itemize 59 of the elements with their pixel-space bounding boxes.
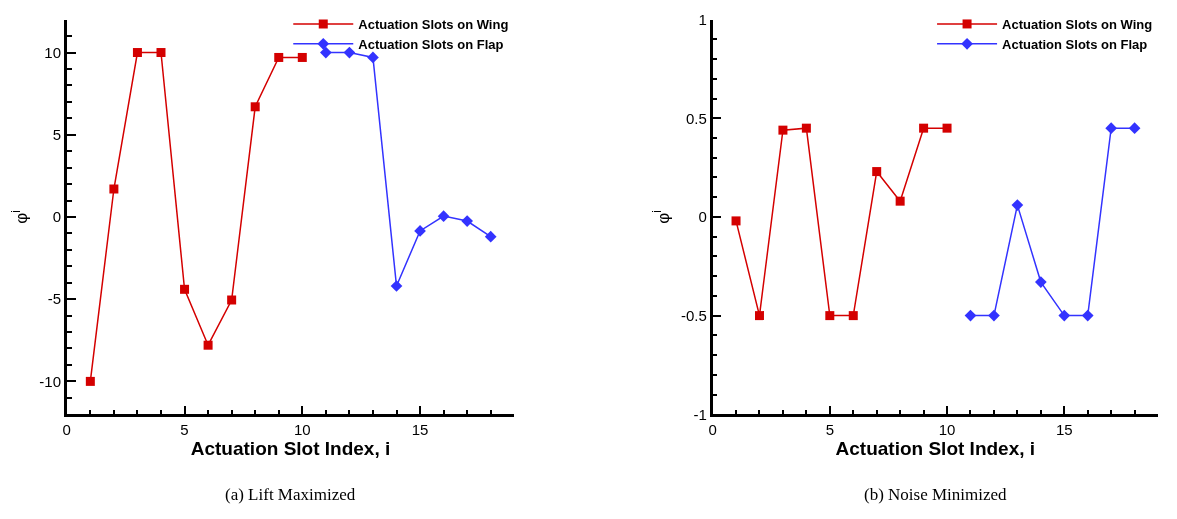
y-tick-label: 5 [52, 125, 62, 143]
y-tick-label: 10 [44, 43, 62, 61]
y-tick-label: 1 [698, 10, 707, 28]
point [250, 102, 260, 112]
point [367, 51, 379, 64]
point [942, 123, 952, 133]
point [274, 52, 284, 62]
legend-label: Actuation Slots on Flap [358, 36, 504, 52]
point [484, 230, 497, 243]
y-tick-label: -5 [47, 290, 62, 308]
point [1058, 309, 1071, 322]
x-axis-title: Actuation Slot Index, i [835, 438, 1036, 460]
x-axis-title: Actuation Slot Index, i [190, 438, 391, 460]
point [872, 167, 882, 177]
point [1081, 309, 1094, 322]
point [919, 123, 929, 133]
legend-label: Actuation Slots on Wing [358, 17, 509, 33]
point [461, 215, 474, 227]
point [320, 46, 332, 59]
y-tick-label: 0.5 [685, 109, 707, 127]
x-tick-label: 5 [180, 421, 189, 439]
point [180, 284, 190, 294]
y-tick-label: 0 [698, 208, 707, 226]
point [1011, 199, 1024, 211]
point [825, 311, 835, 321]
point [437, 210, 450, 222]
point [132, 48, 142, 58]
legend-label: Actuation Slots on Wing [1002, 17, 1153, 33]
point [988, 309, 1000, 322]
y-tick-label: -10 [39, 372, 62, 390]
point [964, 309, 977, 322]
point [801, 123, 811, 133]
text: (a) Lift Maximized [225, 485, 356, 504]
point [297, 52, 307, 62]
legend-label: Actuation Slots on Flap [1002, 36, 1148, 52]
text: (b) Noise Minimized [864, 485, 1008, 504]
point [731, 216, 741, 226]
point [227, 295, 237, 305]
x-tick-label: 5 [825, 421, 834, 439]
point [203, 340, 213, 350]
point [156, 48, 166, 58]
x-tick-label: 15 [411, 421, 429, 439]
x-tick-label: 10 [938, 421, 956, 439]
point [1105, 122, 1118, 135]
point [895, 196, 905, 206]
point [778, 125, 788, 135]
point [85, 376, 95, 386]
x-tick-label: 15 [1055, 421, 1073, 439]
y-tick-label: 0 [52, 208, 62, 226]
y-tick-label: -0.5 [680, 306, 707, 324]
x-tick-label: 10 [293, 421, 311, 439]
y-tick-label: -1 [693, 405, 707, 423]
point [343, 46, 356, 59]
point [754, 311, 764, 321]
point [390, 280, 403, 292]
point [1034, 276, 1047, 288]
point [109, 184, 119, 194]
point [1128, 122, 1141, 135]
point [848, 311, 858, 321]
